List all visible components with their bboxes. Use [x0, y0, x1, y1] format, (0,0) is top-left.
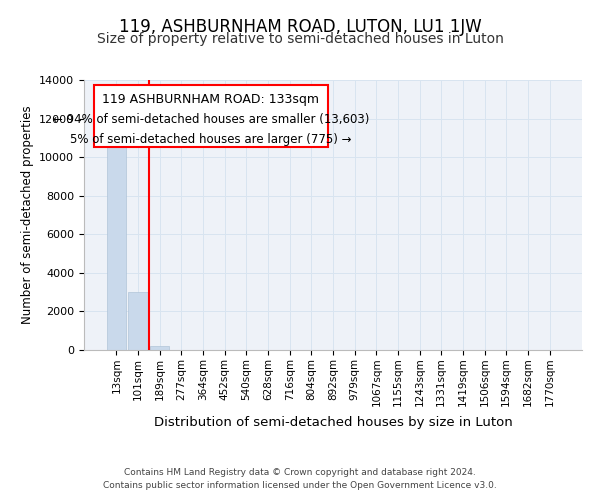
Text: Distribution of semi-detached houses by size in Luton: Distribution of semi-detached houses by … — [154, 416, 512, 429]
Text: Size of property relative to semi-detached houses in Luton: Size of property relative to semi-detach… — [97, 32, 503, 46]
Text: 119, ASHBURNHAM ROAD, LUTON, LU1 1JW: 119, ASHBURNHAM ROAD, LUTON, LU1 1JW — [119, 18, 481, 36]
Y-axis label: Number of semi-detached properties: Number of semi-detached properties — [20, 106, 34, 324]
Bar — [107, 130, 126, 350]
Bar — [150, 346, 169, 350]
Text: 5% of semi-detached houses are larger (775) →: 5% of semi-detached houses are larger (7… — [70, 133, 352, 146]
Bar — [128, 292, 148, 350]
Text: ← 94% of semi-detached houses are smaller (13,603): ← 94% of semi-detached houses are smalle… — [53, 113, 369, 126]
FancyBboxPatch shape — [94, 86, 328, 148]
Text: 119 ASHBURNHAM ROAD: 133sqm: 119 ASHBURNHAM ROAD: 133sqm — [103, 92, 319, 106]
Text: Contains public sector information licensed under the Open Government Licence v3: Contains public sector information licen… — [103, 482, 497, 490]
Text: Contains HM Land Registry data © Crown copyright and database right 2024.: Contains HM Land Registry data © Crown c… — [124, 468, 476, 477]
